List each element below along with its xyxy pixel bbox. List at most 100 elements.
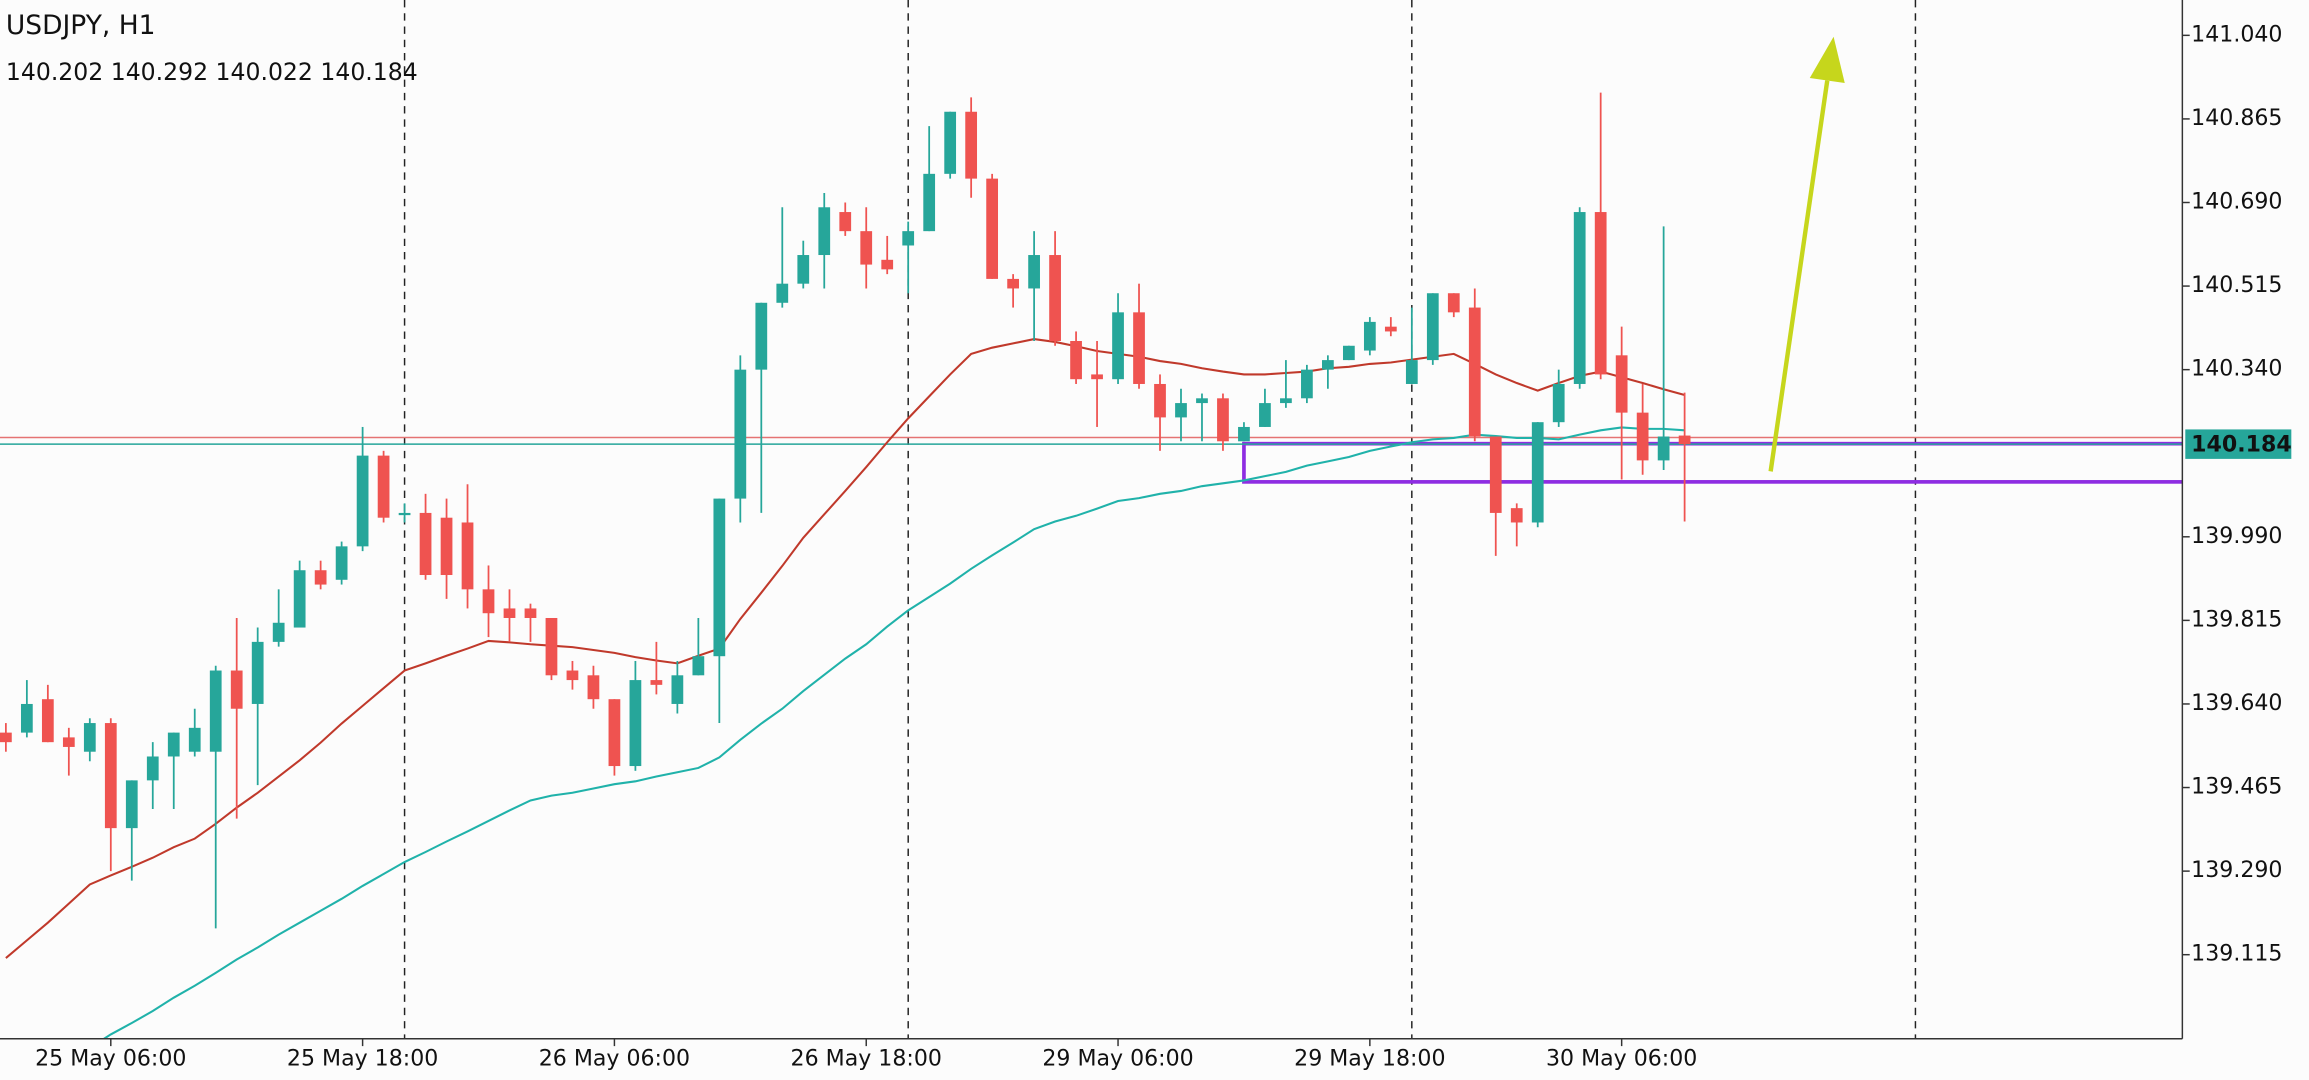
candle-body xyxy=(1636,412,1649,461)
candle-body xyxy=(1342,345,1355,361)
candle-body xyxy=(587,675,600,700)
candle-body xyxy=(1049,255,1061,341)
candle-body xyxy=(1280,398,1292,404)
candle-body xyxy=(734,369,747,499)
candle-body xyxy=(797,255,810,284)
candle-body xyxy=(167,732,180,757)
candle-body xyxy=(41,699,54,743)
candle-body xyxy=(944,111,957,174)
candle-body xyxy=(1322,360,1334,370)
y-tick-label: 139.290 xyxy=(2191,857,2282,883)
candle-body xyxy=(1217,398,1229,442)
chart-subtitle: 140.202 140.292 140.022 140.184 xyxy=(6,58,418,86)
arrow-head xyxy=(1809,36,1845,84)
y-tick-label: 140.690 xyxy=(2191,188,2282,214)
candle-body xyxy=(461,522,474,590)
candle-body xyxy=(1657,436,1670,461)
candle-body xyxy=(1028,255,1040,289)
candle-body xyxy=(62,737,75,747)
candle-body xyxy=(1510,508,1523,523)
x-tick-label: 26 May 18:00 xyxy=(791,1045,942,1071)
candle-body xyxy=(1238,426,1250,442)
candle-body xyxy=(671,675,684,704)
candle-body xyxy=(314,570,327,585)
candle-body xyxy=(293,570,306,628)
candle-body xyxy=(1301,369,1313,399)
candle-body xyxy=(20,703,33,733)
candle-body xyxy=(1091,374,1103,380)
candle-body xyxy=(440,517,453,576)
chart-title: USDJPY, H1 xyxy=(6,10,156,41)
x-tick-label: 25 May 18:00 xyxy=(287,1045,438,1071)
price-tag-label: 140.184 xyxy=(2191,432,2292,458)
y-tick-label: 140.515 xyxy=(2191,272,2282,298)
y-tick-label: 140.340 xyxy=(2191,356,2282,382)
candle-body xyxy=(692,656,705,676)
candle-body xyxy=(1196,398,1208,404)
candle-body xyxy=(356,455,369,547)
candle-body xyxy=(0,732,12,743)
candle-body xyxy=(1112,312,1124,380)
candle-body xyxy=(881,259,894,270)
candle-body xyxy=(860,231,873,265)
y-tick-label: 139.990 xyxy=(2191,523,2282,549)
candle-body xyxy=(146,756,159,781)
candle-body xyxy=(1363,321,1376,351)
candle-body xyxy=(1007,278,1019,289)
candle-body xyxy=(923,173,936,232)
candle-body xyxy=(503,608,516,618)
candle-body xyxy=(1154,383,1166,418)
axes: 141.040 140.865 140.690 140.515 140.340 139.9… xyxy=(35,21,2292,1071)
candle-body xyxy=(629,680,642,767)
candle-body xyxy=(566,670,579,681)
candle-body xyxy=(104,723,117,829)
candle-body xyxy=(1133,312,1145,384)
y-tick-label: 139.115 xyxy=(2191,941,2282,967)
x-tick-label: 29 May 18:00 xyxy=(1294,1045,1445,1071)
candle-body xyxy=(1447,293,1460,313)
x-tick-label: 26 May 06:00 xyxy=(539,1045,690,1071)
candle-body xyxy=(776,283,789,303)
candle-body xyxy=(1468,307,1481,437)
y-tick-label: 140.865 xyxy=(2191,105,2282,131)
candle-body xyxy=(1070,340,1082,380)
candle-body xyxy=(230,670,243,709)
y-tick-label: 139.640 xyxy=(2191,690,2282,716)
candle-body xyxy=(1594,212,1607,375)
candle-body xyxy=(1678,435,1691,445)
candle-body xyxy=(965,111,978,179)
candle-body xyxy=(1615,355,1628,413)
candle-body xyxy=(755,302,768,370)
candle-body xyxy=(83,723,96,752)
candle-body xyxy=(188,727,201,752)
candle-body xyxy=(1405,360,1418,384)
candle-body xyxy=(1552,383,1565,423)
candle-body xyxy=(377,455,390,518)
candle-body xyxy=(986,178,999,279)
moving-average xyxy=(102,426,1685,1039)
candle-body xyxy=(1384,326,1397,332)
candle-body xyxy=(1259,403,1271,427)
candle-body xyxy=(1531,422,1544,523)
candle-body xyxy=(1489,436,1502,513)
plot-area xyxy=(0,0,2183,1039)
candle-body xyxy=(272,622,285,642)
candle-body xyxy=(524,608,537,618)
candle-body xyxy=(251,641,264,704)
candle-body xyxy=(1175,403,1187,418)
candle-body xyxy=(713,498,726,657)
candle-body xyxy=(1426,293,1439,361)
x-tick-label: 25 May 06:00 xyxy=(35,1045,186,1071)
candle-body xyxy=(545,617,558,676)
candle-body xyxy=(839,212,852,232)
candle-body xyxy=(419,512,432,576)
x-tick-label: 29 May 06:00 xyxy=(1042,1045,1193,1071)
y-tick-label: 139.465 xyxy=(2191,774,2282,800)
candle-body xyxy=(608,699,621,767)
y-tick-label: 141.040 xyxy=(2191,21,2282,47)
candle-body xyxy=(335,546,348,580)
candle-body xyxy=(125,780,138,829)
moving-average xyxy=(5,338,1685,959)
